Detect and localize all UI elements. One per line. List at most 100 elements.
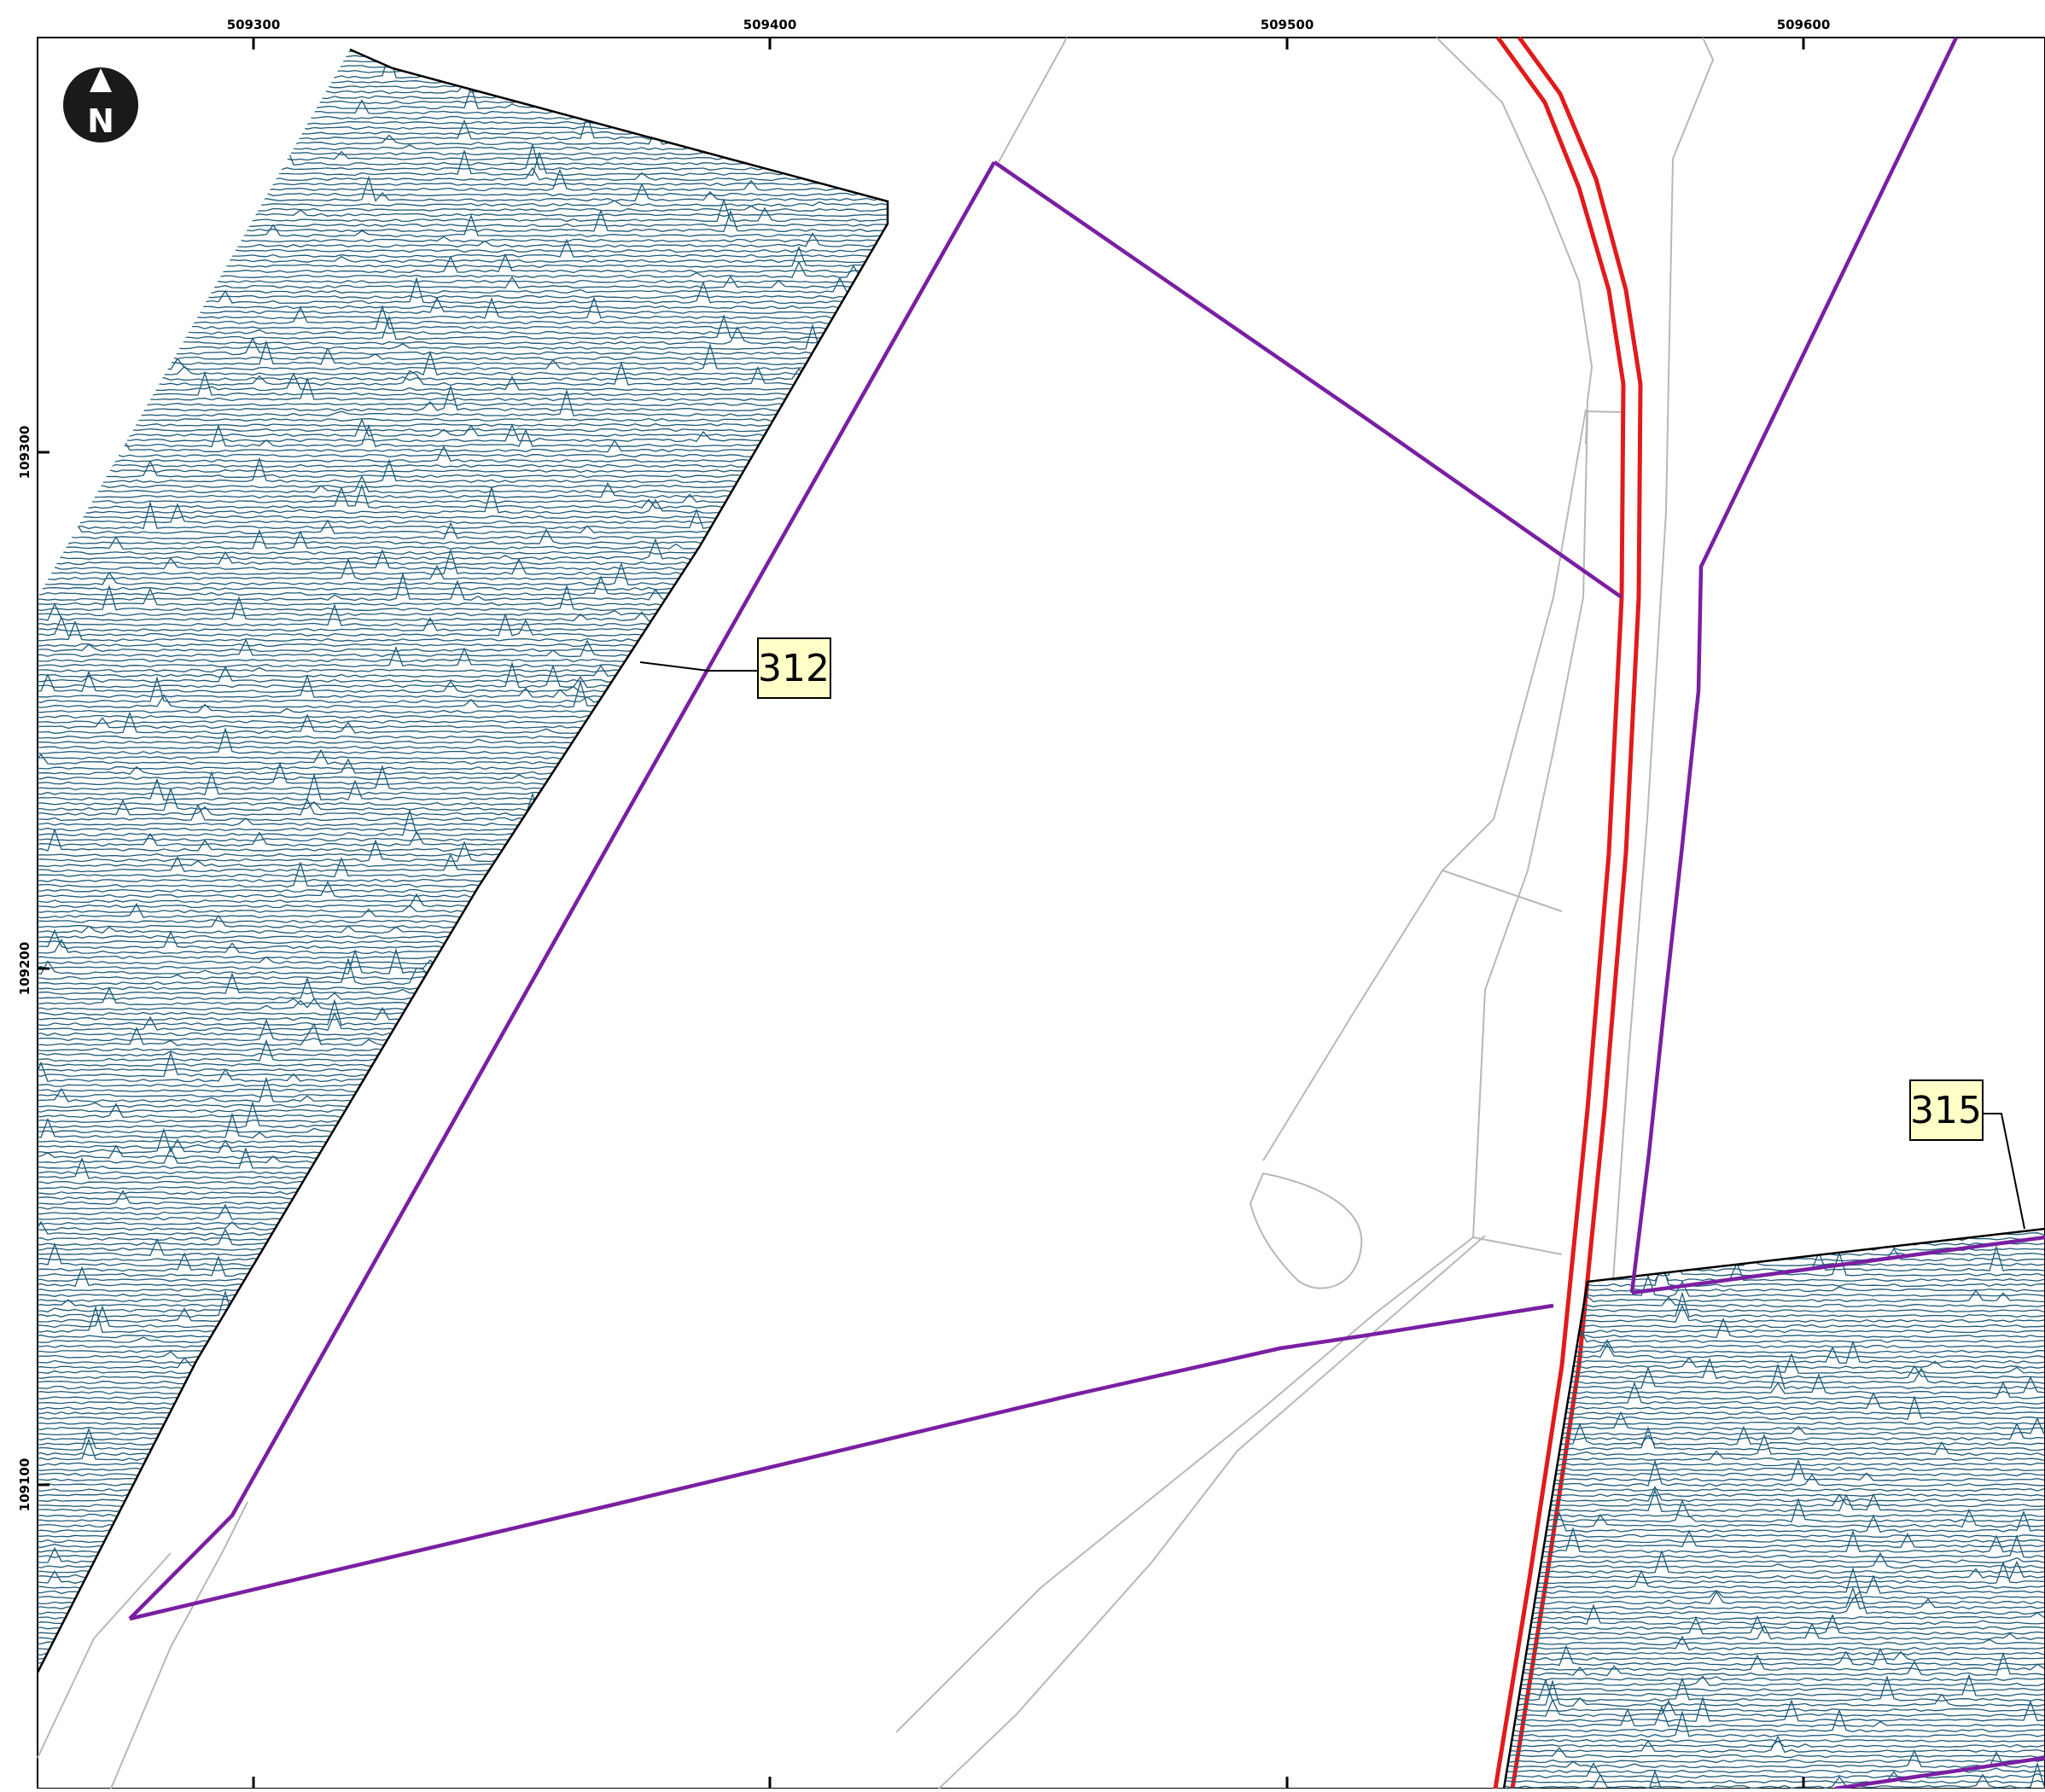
survey-trace: [1504, 1635, 2045, 1651]
survey-trace: [1504, 1458, 2045, 1482]
survey-trace: [1504, 1296, 2045, 1308]
survey-trace: [38, 423, 888, 448]
survey-trace: [1504, 1340, 2045, 1364]
boundary-line-east: [1629, 37, 1959, 1294]
easting-label: 509400: [743, 17, 797, 32]
survey-trace: [1504, 1534, 2045, 1559]
survey-trace: [1504, 1433, 2045, 1457]
survey-trace: [1504, 1708, 2045, 1713]
survey-trace: [1504, 1644, 2045, 1667]
survey-trace: [1504, 1422, 2045, 1441]
survey-trace: [1504, 1762, 2045, 1779]
survey-trace: [1504, 1510, 2045, 1533]
survey-trace: [1504, 1373, 2045, 1395]
survey-trace: [38, 350, 888, 376]
survey-trace: [1504, 1342, 2045, 1359]
boundary-line-south: [129, 1303, 1554, 1621]
survey-trace: [1504, 1488, 2045, 1513]
north-arrow-label: N: [87, 102, 114, 140]
survey-trace: [1504, 1771, 2045, 1784]
survey-trace: [1504, 1498, 2045, 1523]
boundary-line-west: [128, 160, 996, 1620]
survey-trace: [1504, 1291, 2045, 1318]
survey-trace: [1504, 1487, 2045, 1492]
survey-trace: [38, 388, 888, 417]
survey-trace: [38, 384, 888, 412]
survey-trace: [1504, 1626, 2045, 1631]
survey-trace: [38, 376, 888, 402]
survey-trace: [1504, 1675, 2045, 1702]
survey-area-b-outline: [1502, 1227, 2045, 1789]
survey-trace: [38, 342, 888, 371]
north-arrow-icon: N: [63, 67, 138, 143]
survey-trace: [1504, 1357, 2045, 1380]
survey-trace: [38, 372, 888, 392]
survey-trace: [38, 428, 888, 433]
survey-trace: [1504, 1260, 2045, 1288]
survey-trace: [1504, 1591, 2045, 1615]
callout-315: 315: [1909, 1079, 2025, 1230]
survey-trace: [1504, 1472, 2045, 1477]
survey-trace: [1504, 1274, 2045, 1298]
survey-trace: [1504, 1317, 2045, 1339]
survey-trace: [38, 361, 888, 387]
callout-312-box: [757, 637, 831, 699]
survey-trace: [1504, 1421, 2045, 1426]
survey-trace: [1504, 1417, 2045, 1436]
survey-trace: [1504, 1381, 2045, 1400]
callout-315-box: [1909, 1079, 1984, 1141]
survey-trace: [1504, 1651, 2045, 1656]
survey-trace: [1504, 1710, 2045, 1738]
survey-trace: [1504, 1363, 2045, 1390]
survey-trace: [1504, 1339, 2045, 1354]
survey-trace: [1504, 1481, 2045, 1508]
northing-labels: 109300 109200 109100: [17, 426, 32, 1512]
survey-trace: [1504, 1586, 2045, 1610]
grid-ticks: [38, 38, 1805, 1789]
survey-trace: [1504, 1450, 2045, 1462]
northing-label: 109300: [17, 426, 32, 480]
survey-trace: [1504, 1466, 2045, 1472]
survey-trace: [1504, 1364, 2045, 1385]
survey-trace: [1504, 1485, 2045, 1498]
survey-trace: [1504, 1395, 2044, 1421]
survey-trace: [1504, 1687, 2045, 1692]
parcel-lines: [37, 37, 1715, 1789]
boundary-line-north: [993, 160, 1623, 599]
easting-labels: 509300 509400 509500 509600: [227, 17, 1831, 32]
callout-312: 312: [639, 637, 831, 699]
survey-area-a-outline: [36, 48, 889, 1673]
survey-trace: [1504, 1329, 2045, 1334]
survey-trace: [1504, 1350, 2045, 1375]
survey-trace: [1504, 1529, 2045, 1549]
survey-trace: [1504, 1561, 2045, 1585]
survey-trace: [1504, 1614, 2045, 1636]
survey-trace: [38, 417, 888, 438]
site-boundaries: [128, 37, 2045, 1791]
survey-trace: [1504, 1676, 2045, 1682]
survey-trace: [1504, 1344, 2045, 1349]
survey-trace: [38, 423, 888, 443]
survey-trace: [38, 402, 888, 407]
survey-trace: [38, 336, 888, 356]
survey-trace: [1504, 1304, 2045, 1324]
survey-trace: [1504, 1705, 2045, 1728]
survey-trace: [1504, 1512, 2045, 1539]
survey-trace: [1504, 1749, 2045, 1769]
boundary-line-bottom: [1834, 1755, 2045, 1791]
survey-trace: [1504, 1392, 2045, 1411]
survey-trace: [1504, 1622, 2045, 1641]
survey-trace: [1504, 1638, 2045, 1646]
survey-trace: [1504, 1675, 2045, 1687]
survey-trace: [1504, 1650, 2045, 1661]
boundary-line-southeast: [1631, 1235, 2045, 1295]
survey-trace: [1504, 1679, 2045, 1708]
survey-trace: [1504, 1327, 2045, 1344]
survey-trace: [1504, 1673, 2045, 1697]
survey-trace: [1504, 1390, 2045, 1416]
survey-trace: [1504, 1423, 2045, 1446]
survey-trace: [1504, 1324, 2045, 1329]
survey-trace: [1504, 1560, 2045, 1580]
